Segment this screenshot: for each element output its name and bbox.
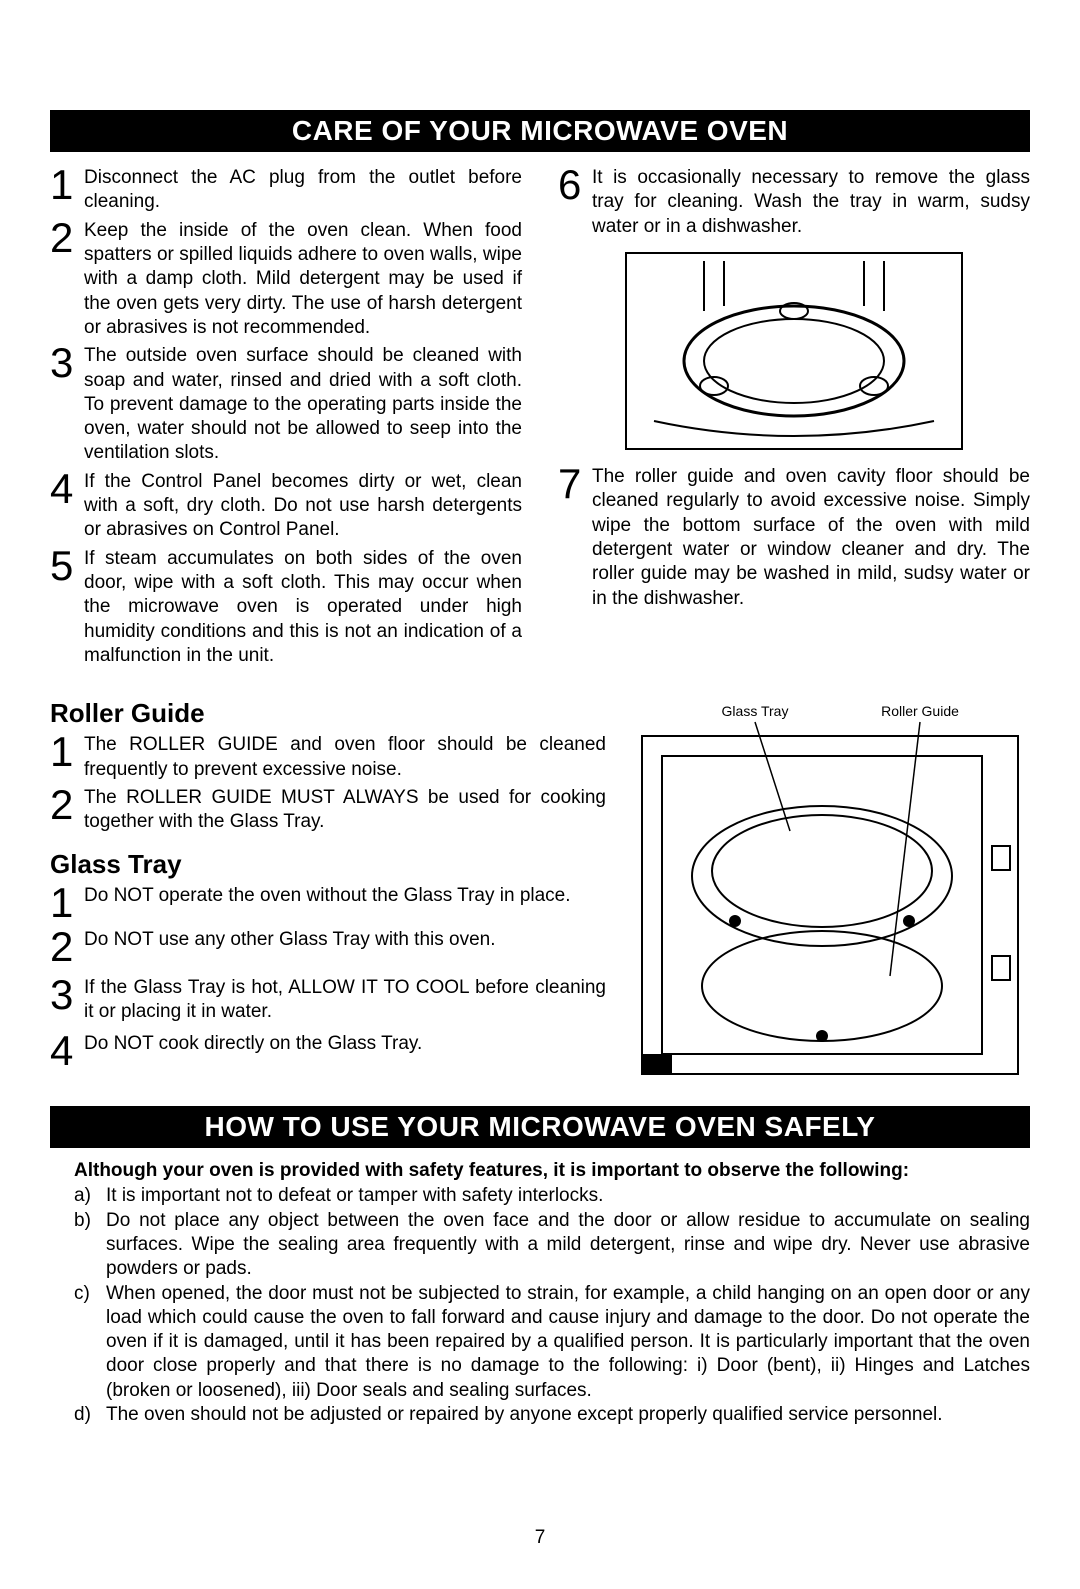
care-right-list: 6It is occasionally necessary to remove …: [558, 164, 1030, 239]
item-number: 4: [50, 468, 84, 510]
care-right-list-2: 7The roller guide and oven cavity floor …: [558, 463, 1030, 611]
item-text: The ROLLER GUIDE MUST ALWAYS be used for…: [84, 784, 606, 835]
glass-tray-heading: Glass Tray: [50, 849, 606, 880]
care-right-column: 6It is occasionally necessary to remove …: [552, 164, 1030, 670]
care-item: 3The outside oven surface should be clea…: [50, 342, 522, 466]
roller-guide-svg: [624, 251, 964, 451]
roller-guide-figure: [624, 251, 964, 451]
care-item: 7The roller guide and oven cavity floor …: [558, 463, 1030, 611]
safety-list: a)It is important not to defeat or tampe…: [74, 1184, 1030, 1427]
glass-tray-label: Glass Tray: [722, 703, 789, 719]
item-text: If the Glass Tray is hot, ALLOW IT TO CO…: [84, 974, 606, 1025]
page-number: 7: [50, 1527, 1030, 1549]
item-text: The oven should not be adjusted or repai…: [106, 1403, 1030, 1427]
roller-guide-list: 1The ROLLER GUIDE and oven floor should …: [50, 731, 606, 834]
item-letter: d): [74, 1403, 106, 1427]
list-item: 3If the Glass Tray is hot, ALLOW IT TO C…: [50, 974, 606, 1025]
item-text: Keep the inside of the oven clean. When …: [84, 217, 522, 341]
item-text: Do NOT cook directly on the Glass Tray.: [84, 1030, 606, 1056]
list-item: 1The ROLLER GUIDE and oven floor should …: [50, 731, 606, 782]
item-number: 1: [50, 731, 84, 773]
item-number: 2: [50, 217, 84, 259]
safety-item: c)When opened, the door must not be subj…: [74, 1282, 1030, 1404]
care-item: 1Disconnect the AC plug from the outlet …: [50, 164, 522, 215]
mid-right-figure: Glass Tray Roller Guide: [630, 670, 1030, 1076]
list-item: 2The ROLLER GUIDE MUST ALWAYS be used fo…: [50, 784, 606, 835]
item-text: It is important not to defeat or tamper …: [106, 1184, 1030, 1208]
oven-cavity-svg: Glass Tray Roller Guide: [640, 676, 1020, 1076]
item-text: When opened, the door must not be subjec…: [106, 1282, 1030, 1404]
item-text: The ROLLER GUIDE and oven floor should b…: [84, 731, 606, 782]
roller-guide-label: Roller Guide: [881, 703, 959, 719]
oven-cavity-figure: Glass Tray Roller Guide: [640, 676, 1020, 1076]
care-left-column: 1Disconnect the AC plug from the outlet …: [50, 164, 528, 670]
section-banner-care: CARE OF YOUR MICROWAVE OVEN: [50, 110, 1030, 152]
section-banner-safety: HOW TO USE YOUR MICROWAVE OVEN SAFELY: [50, 1106, 1030, 1148]
item-number: 6: [558, 164, 592, 206]
item-letter: b): [74, 1209, 106, 1233]
safety-item: d)The oven should not be adjusted or rep…: [74, 1403, 1030, 1427]
mid-section: Roller Guide 1The ROLLER GUIDE and oven …: [50, 670, 1030, 1076]
item-text: Do not place any object between the oven…: [106, 1209, 1030, 1282]
care-item: 5If steam accumulates on both sides of t…: [50, 545, 522, 669]
item-number: 2: [50, 784, 84, 826]
item-number: 5: [50, 545, 84, 587]
item-number: 2: [50, 926, 84, 968]
item-number: 7: [558, 463, 592, 505]
care-item: 2Keep the inside of the oven clean. When…: [50, 217, 522, 341]
item-text: If the Control Panel becomes dirty or we…: [84, 468, 522, 543]
glass-tray-list: 1Do NOT operate the oven without the Gla…: [50, 882, 606, 1073]
item-letter: c): [74, 1282, 106, 1306]
safety-item: b)Do not place any object between the ov…: [74, 1209, 1030, 1282]
safety-intro: Although your oven is provided with safe…: [74, 1160, 1030, 1182]
care-left-list: 1Disconnect the AC plug from the outlet …: [50, 164, 522, 668]
list-item: 2Do NOT use any other Glass Tray with th…: [50, 926, 606, 968]
item-text: It is occasionally necessary to remove t…: [592, 164, 1030, 239]
item-number: 1: [50, 882, 84, 924]
care-columns: 1Disconnect the AC plug from the outlet …: [50, 164, 1030, 670]
item-text: The roller guide and oven cavity floor s…: [592, 463, 1030, 611]
care-item: 4If the Control Panel becomes dirty or w…: [50, 468, 522, 543]
care-item: 6It is occasionally necessary to remove …: [558, 164, 1030, 239]
item-number: 3: [50, 342, 84, 384]
item-number: 4: [50, 1030, 84, 1072]
roller-guide-heading: Roller Guide: [50, 698, 606, 729]
item-letter: a): [74, 1184, 106, 1208]
item-text: Do NOT use any other Glass Tray with thi…: [84, 926, 606, 952]
item-text: The outside oven surface should be clean…: [84, 342, 522, 466]
item-text: Disconnect the AC plug from the outlet b…: [84, 164, 522, 215]
mid-left-column: Roller Guide 1The ROLLER GUIDE and oven …: [50, 670, 606, 1074]
list-item: 4Do NOT cook directly on the Glass Tray.: [50, 1030, 606, 1072]
item-text: If steam accumulates on both sides of th…: [84, 545, 522, 669]
item-text: Do NOT operate the oven without the Glas…: [84, 882, 606, 908]
item-number: 1: [50, 164, 84, 206]
list-item: 1Do NOT operate the oven without the Gla…: [50, 882, 606, 924]
item-number: 3: [50, 974, 84, 1016]
safety-item: a)It is important not to defeat or tampe…: [74, 1184, 1030, 1208]
